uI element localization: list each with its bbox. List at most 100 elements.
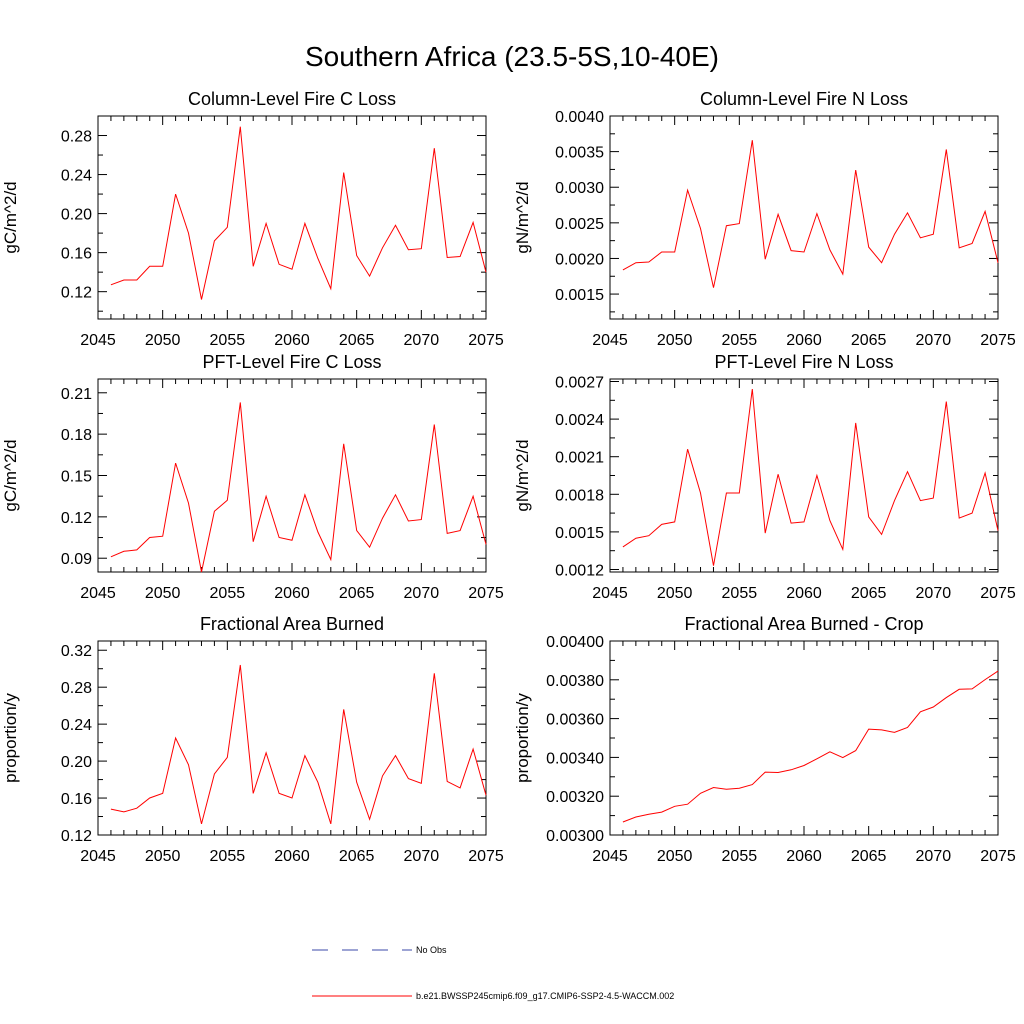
x-tick-label: 2070 — [916, 585, 952, 602]
y-tick-label: 0.0020 — [555, 251, 604, 268]
y-tick-label: 0.15 — [61, 469, 92, 486]
panel-title: Column-Level Fire C Loss — [188, 89, 396, 109]
x-tick-label: 2055 — [210, 848, 246, 865]
panel-title: PFT-Level Fire C Loss — [202, 352, 381, 372]
x-tick-label: 2075 — [468, 848, 504, 865]
y-tick-label: 0.0035 — [555, 145, 604, 162]
plot-frame — [609, 115, 999, 320]
figure-title: Southern Africa (23.5-5S,10-40E) — [305, 41, 719, 72]
y-tick-label: 0.00320 — [546, 789, 604, 806]
x-tick-label: 2070 — [404, 585, 440, 602]
y-axis-label: proportion/y — [513, 693, 532, 783]
y-tick-label: 0.0012 — [555, 562, 604, 579]
x-tick-label: 2050 — [657, 585, 693, 602]
x-tick-label: 2050 — [145, 332, 181, 349]
chart-panel: 2045 2050 2055 2060 2065 2070 2075 0.0015 0.0020… — [513, 89, 1016, 349]
chart-panel: 2045 2050 2055 2060 2065 2070 2075 0.0012 0.0015… — [513, 352, 1016, 602]
y-tick-label: 0.0021 — [555, 450, 604, 467]
x-tick-label: 2045 — [80, 848, 116, 865]
y-tick-label: 0.0015 — [555, 525, 604, 542]
x-tick-label: 2070 — [916, 332, 952, 349]
x-tick-label: 2045 — [80, 585, 116, 602]
y-tick-label: 0.12 — [61, 285, 92, 302]
x-tick-label: 2050 — [657, 332, 693, 349]
plot-frame — [609, 378, 999, 573]
y-axis-label: gC/m^2/d — [1, 181, 20, 253]
x-tick-label: 2045 — [592, 848, 628, 865]
x-tick-label: 2055 — [722, 848, 758, 865]
plot-frame — [609, 640, 999, 836]
x-tick-label: 2075 — [980, 848, 1016, 865]
y-tick-label: 0.18 — [61, 427, 92, 444]
plot-frame — [97, 115, 487, 320]
y-tick-label: 0.32 — [61, 643, 92, 660]
panel-title: Fractional Area Burned — [200, 614, 384, 634]
y-tick-label: 0.0018 — [555, 487, 604, 504]
y-tick-label: 0.24 — [61, 168, 92, 185]
x-tick-label: 2070 — [404, 848, 440, 865]
x-tick-label: 2065 — [339, 332, 375, 349]
x-tick-label: 2065 — [851, 332, 887, 349]
panel-title: PFT-Level Fire N Loss — [714, 352, 893, 372]
series-line — [110, 402, 487, 573]
y-axis-label: gN/m^2/d — [513, 439, 532, 511]
x-tick-label: 2050 — [657, 848, 693, 865]
chart-panel: 2045 2050 2055 2060 2065 2070 2075 0.00300 0.003… — [513, 614, 1016, 865]
y-tick-label: 0.20 — [61, 754, 92, 771]
y-axis-label: gN/m^2/d — [513, 181, 532, 253]
x-tick-label: 2065 — [339, 585, 375, 602]
y-tick-label: 0.0027 — [555, 375, 604, 392]
panel-title: Column-Level Fire N Loss — [700, 89, 908, 109]
y-tick-label: 0.12 — [61, 510, 92, 527]
series-line — [622, 140, 999, 288]
y-tick-label: 0.0040 — [555, 109, 604, 126]
x-tick-label: 2075 — [468, 585, 504, 602]
chart-panel: 2045 2050 2055 2060 2065 2070 2075 0.09 0.12 0.15… — [1, 352, 504, 602]
y-tick-label: 0.00380 — [546, 673, 604, 690]
x-tick-label: 2060 — [274, 332, 310, 349]
x-tick-label: 2045 — [80, 332, 116, 349]
series-line — [622, 388, 999, 566]
chart-panels: 2045 2050 2055 2060 2065 2070 2075 0.12 0.16 0.20… — [1, 89, 1016, 865]
y-tick-label: 0.00360 — [546, 712, 604, 729]
y-tick-label: 0.16 — [61, 246, 92, 263]
y-tick-label: 0.24 — [61, 717, 92, 734]
y-tick-label: 0.28 — [61, 129, 92, 146]
series-line — [110, 126, 487, 300]
x-tick-label: 2055 — [722, 332, 758, 349]
y-tick-label: 0.09 — [61, 551, 92, 568]
x-tick-label: 2070 — [404, 332, 440, 349]
x-tick-label: 2060 — [786, 848, 822, 865]
y-axis-label: proportion/y — [1, 693, 20, 783]
x-tick-label: 2060 — [274, 848, 310, 865]
x-tick-label: 2055 — [722, 585, 758, 602]
series-line — [110, 664, 487, 825]
y-tick-label: 0.0030 — [555, 180, 604, 197]
y-tick-label: 0.00400 — [546, 634, 604, 651]
x-tick-label: 2065 — [339, 848, 375, 865]
y-tick-label: 0.0025 — [555, 216, 604, 233]
y-tick-label: 0.00340 — [546, 750, 604, 767]
legend-label-no-obs: No Obs — [416, 945, 447, 955]
x-tick-label: 2060 — [786, 332, 822, 349]
x-tick-label: 2060 — [274, 585, 310, 602]
series-line — [622, 670, 999, 823]
x-tick-label: 2045 — [592, 585, 628, 602]
x-tick-label: 2055 — [210, 332, 246, 349]
chart-panel: 2045 2050 2055 2060 2065 2070 2075 0.12 0.16 0.20… — [1, 89, 504, 349]
panel-title: Fractional Area Burned - Crop — [684, 614, 923, 634]
x-tick-label: 2050 — [145, 848, 181, 865]
y-tick-label: 0.12 — [61, 828, 92, 845]
plot-frame — [97, 640, 487, 836]
x-tick-label: 2070 — [916, 848, 952, 865]
legend-label-model: b.e21.BWSSP245cmip6.f09_g17.CMIP6-SSP2-4… — [416, 991, 674, 1001]
y-tick-label: 0.0015 — [555, 287, 604, 304]
x-tick-label: 2065 — [851, 848, 887, 865]
x-tick-label: 2055 — [210, 585, 246, 602]
x-tick-label: 2045 — [592, 332, 628, 349]
y-tick-label: 0.20 — [61, 207, 92, 224]
x-tick-label: 2075 — [980, 585, 1016, 602]
x-tick-label: 2075 — [468, 332, 504, 349]
y-tick-label: 0.00300 — [546, 828, 604, 845]
